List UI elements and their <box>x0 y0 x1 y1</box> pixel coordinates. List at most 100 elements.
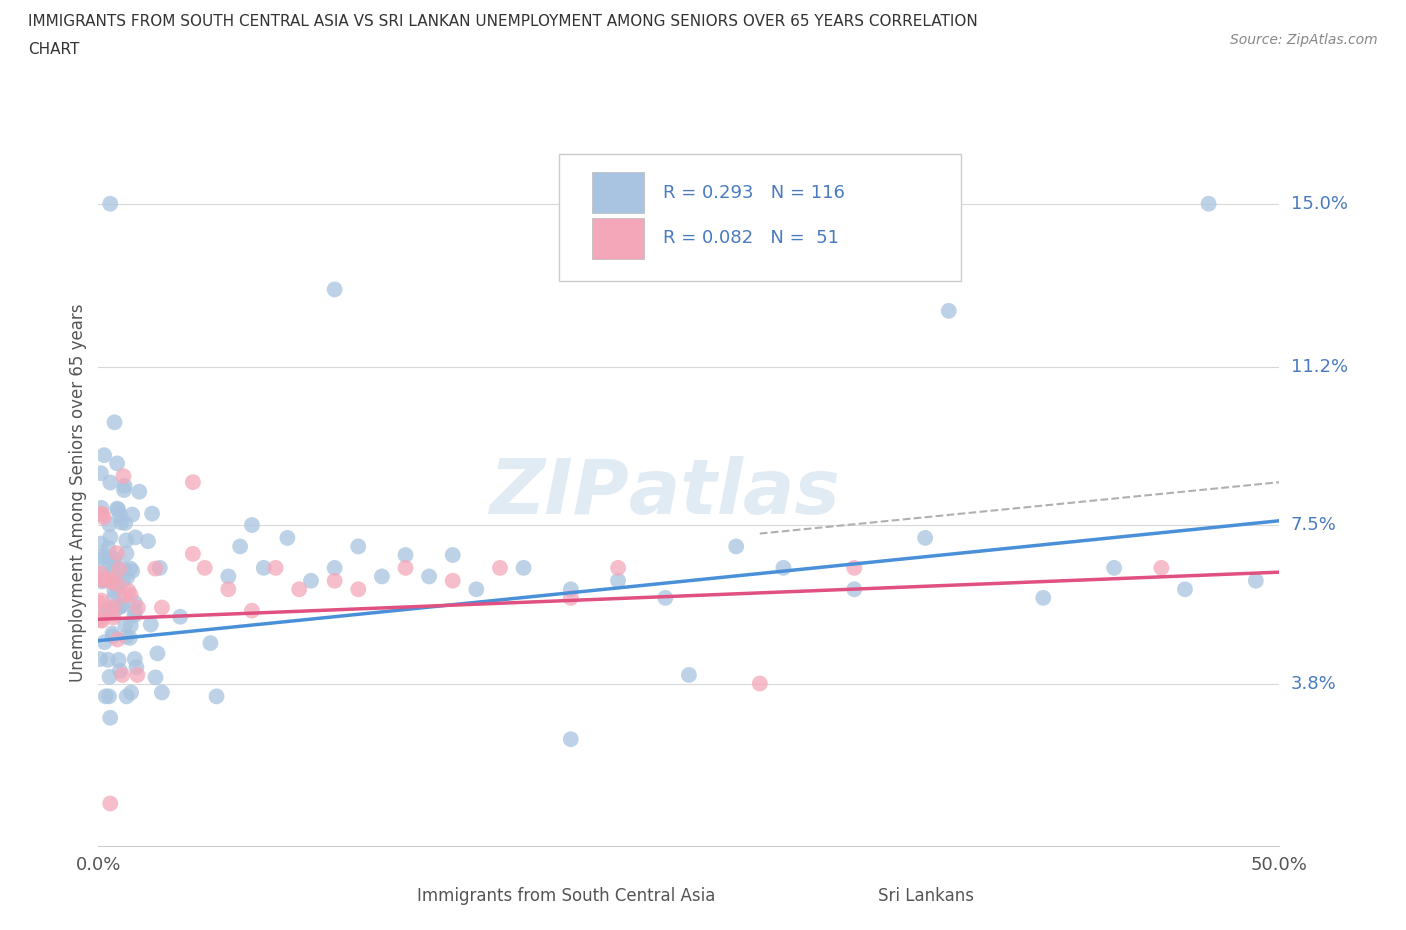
Point <box>112 469 135 484</box>
Point <box>103 415 125 430</box>
FancyBboxPatch shape <box>592 218 644 259</box>
Point <box>114 478 136 493</box>
Text: 11.2%: 11.2% <box>1291 357 1348 376</box>
Point <box>394 561 416 576</box>
Point <box>264 561 287 576</box>
Point <box>100 575 122 590</box>
Point <box>323 573 346 588</box>
Point <box>124 608 146 623</box>
Point <box>217 582 239 597</box>
Point <box>100 557 122 572</box>
Point <box>1032 591 1054 605</box>
Point <box>124 652 146 667</box>
Point <box>418 569 440 584</box>
Point <box>101 626 124 641</box>
Point <box>89 652 111 667</box>
Point <box>112 483 135 498</box>
Point <box>128 485 150 499</box>
Point <box>125 659 148 674</box>
Point <box>124 604 146 618</box>
Point <box>105 501 128 516</box>
Point <box>115 689 138 704</box>
Point <box>240 518 263 533</box>
Point <box>98 530 121 545</box>
Point <box>91 573 114 588</box>
Point <box>120 618 142 633</box>
Point <box>107 502 129 517</box>
Point <box>97 540 120 555</box>
Point <box>1244 573 1267 588</box>
Point <box>108 663 131 678</box>
Point <box>93 571 115 586</box>
Point <box>110 515 132 530</box>
Point <box>844 561 866 576</box>
Point <box>107 577 129 591</box>
Text: 3.8%: 3.8% <box>1291 674 1336 693</box>
Point <box>103 583 125 598</box>
Text: R = 0.293   N = 116: R = 0.293 N = 116 <box>664 183 845 202</box>
Point <box>938 303 960 318</box>
Point <box>101 629 124 644</box>
Point <box>114 618 136 632</box>
Point <box>347 539 370 554</box>
Point <box>560 591 582 605</box>
Point <box>143 561 166 576</box>
Point <box>371 569 394 584</box>
Point <box>90 593 112 608</box>
Point <box>111 668 134 683</box>
Point <box>90 506 112 521</box>
Point <box>678 668 700 683</box>
Point <box>96 604 118 618</box>
Point <box>91 613 114 628</box>
Point <box>1198 196 1220 211</box>
Point <box>489 561 512 576</box>
Point <box>323 282 346 297</box>
Point <box>103 599 125 614</box>
Point <box>108 508 131 523</box>
Point <box>98 711 121 725</box>
Point <box>110 599 132 614</box>
Y-axis label: Unemployment Among Seniors over 65 years: Unemployment Among Seniors over 65 years <box>69 304 87 682</box>
Point <box>103 590 125 604</box>
Point <box>87 572 110 587</box>
Point <box>96 604 118 619</box>
Point <box>90 550 112 565</box>
Point <box>124 530 146 545</box>
Text: CHART: CHART <box>28 42 80 57</box>
Point <box>93 573 115 588</box>
Point <box>276 530 298 545</box>
Point <box>90 507 112 522</box>
Point <box>117 583 139 598</box>
Point <box>120 685 142 700</box>
Point <box>118 631 141 645</box>
Text: R = 0.082   N =  51: R = 0.082 N = 51 <box>664 230 839 247</box>
Point <box>181 474 204 489</box>
FancyBboxPatch shape <box>560 153 960 281</box>
Point <box>93 447 115 462</box>
Point <box>107 653 129 668</box>
Point <box>120 561 142 576</box>
Point <box>441 548 464 563</box>
Point <box>115 546 138 561</box>
Point <box>120 588 142 603</box>
Point <box>94 606 117 621</box>
Point <box>217 569 239 584</box>
Point <box>87 610 110 625</box>
Point <box>229 539 252 554</box>
Point <box>141 506 163 521</box>
Point <box>103 570 125 585</box>
Point <box>105 456 128 471</box>
Point <box>115 533 138 548</box>
Point <box>194 561 217 576</box>
Point <box>103 564 125 578</box>
Point <box>127 668 149 683</box>
Point <box>288 582 311 597</box>
Point <box>90 536 112 551</box>
Point <box>394 548 416 563</box>
Point <box>347 582 370 597</box>
Point <box>560 732 582 747</box>
Point <box>91 574 114 589</box>
Point <box>90 466 112 481</box>
Point <box>139 618 162 632</box>
Point <box>1102 561 1125 576</box>
